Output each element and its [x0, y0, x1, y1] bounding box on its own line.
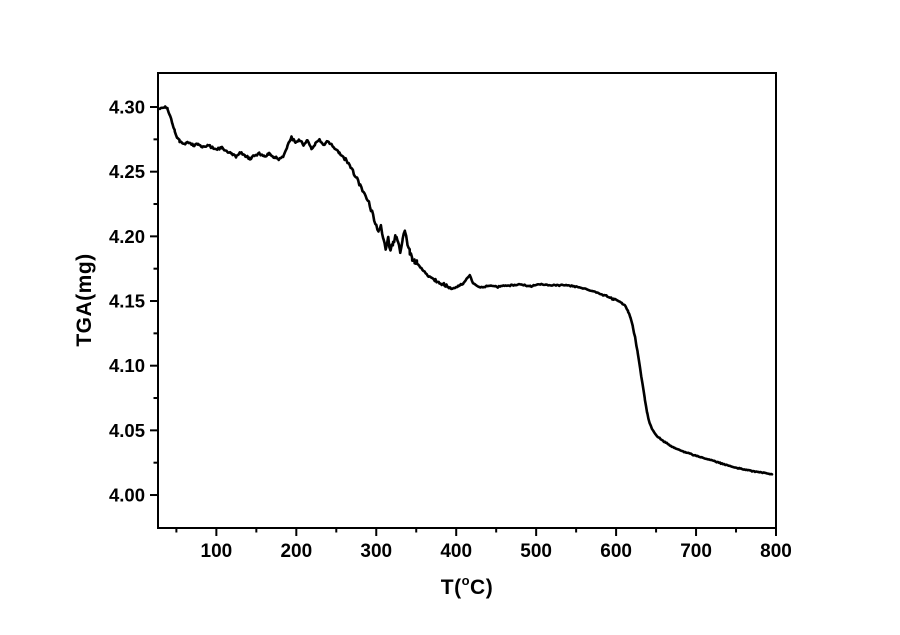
x-tick-label: 800	[760, 541, 792, 562]
x-axis-title: T(oC)	[440, 573, 494, 600]
x-tick-label: 400	[440, 541, 472, 562]
x-tick-label: 200	[280, 541, 312, 562]
x-axis-title-unit: C)	[470, 576, 494, 599]
y-tick-label: 4.30	[109, 97, 145, 118]
x-axis-title-text: T(	[440, 576, 462, 599]
y-axis-title: TGA(mg)	[73, 253, 96, 347]
degree-symbol: o	[461, 573, 471, 588]
x-tick-label: 700	[680, 541, 712, 562]
x-tick-label: 300	[360, 541, 392, 562]
x-tick-label: 500	[520, 541, 552, 562]
y-tick-label: 4.05	[109, 420, 145, 441]
x-tick-label: 600	[600, 541, 632, 562]
plot-frame	[157, 72, 777, 529]
tga-curve	[157, 105, 774, 476]
y-tick-label: 4.00	[109, 485, 145, 506]
y-tick-label: 4.20	[109, 226, 145, 247]
y-tick-label: 4.15	[109, 291, 145, 312]
y-tick-label: 4.25	[109, 161, 145, 182]
y-tick-label: 4.10	[109, 355, 145, 376]
x-tick-label: 100	[201, 541, 233, 562]
